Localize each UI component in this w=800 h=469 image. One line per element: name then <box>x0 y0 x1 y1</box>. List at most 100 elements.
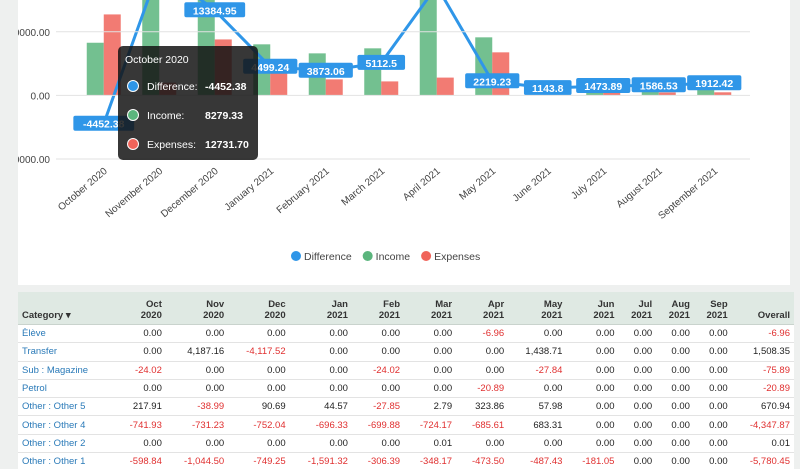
cell: -6.96 <box>456 324 509 344</box>
cell: 0.00 <box>656 452 694 469</box>
point-label-box <box>631 77 686 93</box>
point-label-text: 1473.89 <box>584 81 622 93</box>
cell: 0.00 <box>618 415 657 435</box>
header-text: Category <box>22 310 64 321</box>
column-header[interactable]: Category ▾ <box>18 292 114 325</box>
column-header: Sep 2021 <box>693 292 732 325</box>
point-label-box <box>687 75 742 91</box>
cell: 323.86 <box>456 397 509 417</box>
point-label-text: 3873.06 <box>307 66 345 78</box>
cell: 0.00 <box>289 361 352 380</box>
cell: 1,438.71 <box>508 342 567 362</box>
point-label-text: -4452.38 <box>83 119 125 131</box>
cell: 0.00 <box>404 361 457 380</box>
column-header: Apr 2021 <box>456 292 509 325</box>
cell: -749.25 <box>228 452 290 469</box>
category-link[interactable]: Other : Other 2 <box>18 434 114 454</box>
cell: 0.00 <box>693 434 732 454</box>
cell: 0.00 <box>289 434 352 454</box>
header-text: Oct <box>146 299 162 310</box>
x-tick-label: October 2020 <box>56 166 110 214</box>
tooltip-label: Income: <box>147 110 184 122</box>
cell: -1,591.32 <box>289 452 352 469</box>
table-row: Èlève 0.00 0.00 0.00 0.00 0.00 0.00 -6.96 0.00 0.… <box>18 324 794 344</box>
tooltip-value: 8279.33 <box>205 110 243 122</box>
bar <box>103 14 121 96</box>
header-text: Dec <box>268 299 286 310</box>
cell: -27.85 <box>351 397 405 417</box>
cell: 0.00 <box>566 397 619 417</box>
cell: 0.00 <box>456 361 509 380</box>
cell: -731.23 <box>165 415 229 435</box>
x-tick-label: December 2020 <box>159 166 221 220</box>
legend-label: Expenses <box>434 251 480 263</box>
legend-marker <box>362 251 373 261</box>
table-row: Other : Other 4 -741.93 -731.23 -752.04 -696… <box>18 415 794 435</box>
point-label-box <box>357 54 406 70</box>
category-link[interactable]: Èlève <box>18 324 114 344</box>
category-link[interactable]: Other : Other 1 <box>18 452 114 469</box>
cell: 0.01 <box>731 434 794 454</box>
cell: -598.84 <box>113 452 166 469</box>
cell: 0.00 <box>289 342 352 362</box>
point-label-text: 13384.95 <box>193 5 237 17</box>
cell: 0.00 <box>508 434 567 454</box>
cell: 0.00 <box>289 324 352 344</box>
point-label-text: 5112.5 <box>365 58 397 70</box>
cell: 4,187.16 <box>165 342 229 362</box>
cell: 0.00 <box>508 379 567 399</box>
cell: 57.98 <box>508 397 567 417</box>
bar <box>658 92 676 96</box>
bar <box>270 71 288 96</box>
tooltip-label: Difference: <box>147 81 198 93</box>
category-link[interactable]: Sub : Magazine <box>18 361 114 380</box>
column-header: Jul 2021 <box>618 292 657 325</box>
x-tick-label: April 2021 <box>401 166 443 204</box>
cell: -6.96 <box>731 324 794 344</box>
cell: 0.00 <box>693 324 732 344</box>
header-text: 2020 <box>140 310 162 321</box>
cell: -4,347.87 <box>731 415 794 435</box>
cell: 0.00 <box>228 324 290 344</box>
category-link[interactable]: Other : Other 5 <box>18 397 114 417</box>
cell: 1,508.35 <box>731 342 794 362</box>
x-tick-label: May 2021 <box>457 166 498 203</box>
point-label-text: 4499.24 <box>251 62 289 74</box>
cell: -685.61 <box>456 415 509 435</box>
category-link[interactable]: Petrol <box>18 379 114 399</box>
cell: 0.00 <box>456 434 509 454</box>
category-link[interactable]: Transfer <box>18 342 114 362</box>
cell: -306.39 <box>351 452 405 469</box>
y-tick-label: -10000.00 <box>18 155 50 166</box>
cell: 0.00 <box>566 415 619 435</box>
category-link[interactable]: Other : Other 4 <box>18 415 114 435</box>
column-header: May 2021 <box>508 292 567 325</box>
point-label: 1473.89 <box>576 78 631 94</box>
point-label-text: 2219.23 <box>473 76 511 88</box>
x-tick-label: March 2021 <box>340 166 388 209</box>
header-text: Jan <box>331 299 348 310</box>
cell: 0.00 <box>693 379 732 399</box>
table-row: Other : Other 1 -598.84 -1,044.50 -749.25 -1… <box>18 452 794 469</box>
point-label: 3873.06 <box>298 62 353 78</box>
cell: 0.01 <box>404 434 457 454</box>
bar <box>325 79 343 96</box>
point-label-text: 1143.8 <box>532 83 564 95</box>
header-text: Jun <box>597 299 615 310</box>
cell: 0.00 <box>566 434 619 454</box>
tooltip-marker <box>127 138 139 150</box>
header-text: 2020 <box>264 310 286 321</box>
cell: 0.00 <box>404 342 457 362</box>
table-card: Category ▾ Oct 2020 Nov 2020 Dec 2020 Jan 2021 Fe… <box>18 292 794 469</box>
column-header: Nov 2020 <box>165 292 229 325</box>
header-text: 2021 <box>326 310 348 321</box>
point-label-box <box>184 2 246 18</box>
cell: 0.00 <box>228 379 290 399</box>
tooltip-label: Expenses: <box>147 139 196 151</box>
cell: 0.00 <box>618 397 657 417</box>
column-header: Dec 2020 <box>228 292 290 325</box>
header-row: Category ▾ Oct 2020 Nov 2020 Dec 2020 Jan 2021 Fe… <box>18 292 794 325</box>
cell: 0.00 <box>113 434 166 454</box>
cell: -473.50 <box>456 452 509 469</box>
